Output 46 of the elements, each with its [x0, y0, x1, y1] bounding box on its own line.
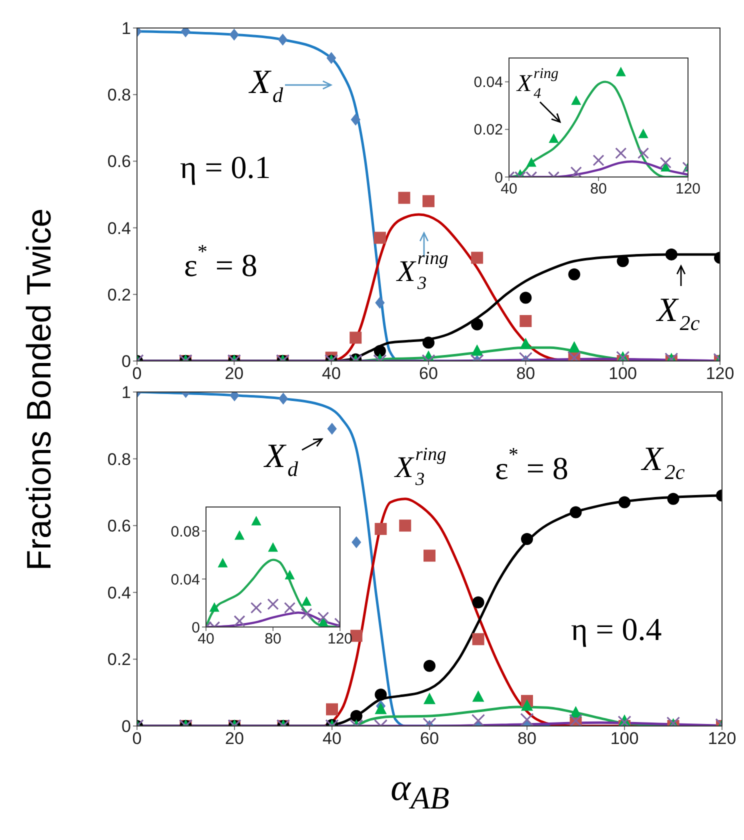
- y-tick-label: 1: [122, 383, 131, 402]
- x-tick-label: 80: [518, 729, 536, 748]
- annotation: η = 0.1: [180, 149, 271, 185]
- y-tick-label: 0.8: [107, 450, 131, 469]
- annotation: ε$^{*}$ = 8: [495, 444, 568, 486]
- x-axis-title: α$_{AB}$: [390, 766, 450, 817]
- x-tick-label: 40: [198, 630, 214, 648]
- annotation: X$_{2c}$: [640, 441, 686, 484]
- y-tick-label: 0.02: [474, 122, 503, 139]
- y-tick-label: 0.4: [107, 583, 131, 602]
- y-tick-label: 0: [122, 717, 131, 736]
- x-tick-label: 120: [675, 180, 701, 198]
- x-tick-label: 80: [590, 180, 607, 198]
- y-tick-label: 0.6: [107, 152, 131, 172]
- y-tick-label: 0.04: [170, 571, 200, 588]
- y-tick-label: 0: [494, 169, 503, 186]
- y-tick-label: 0: [192, 619, 200, 636]
- x-tick-label: 40: [322, 364, 341, 384]
- x-tick-label: 120: [327, 630, 353, 648]
- y-tick-label: 0.2: [107, 285, 131, 304]
- y-tick-label: 1: [122, 19, 131, 38]
- x-tick-label: 80: [264, 630, 282, 648]
- y-tick-label: 0.08: [170, 523, 200, 540]
- y-tick-label: 0.4: [107, 218, 131, 238]
- annotation: X$_{2c}$: [655, 292, 700, 336]
- x-tick-label: 60: [419, 364, 438, 384]
- annotation: X$_{d}$: [248, 64, 284, 108]
- x-tick-label: 100: [608, 364, 638, 384]
- x-tick-label: 100: [610, 729, 639, 748]
- y-tick-label: 0.2: [107, 650, 131, 670]
- x-tick-label: 20: [225, 729, 244, 748]
- y-tick-label: 0.04: [474, 74, 503, 92]
- x-tick-label: 40: [322, 729, 342, 748]
- y-axis-title: Fractions Bonded Twice: [20, 207, 60, 573]
- x-tick-label: 20: [224, 364, 244, 384]
- annotation: η = 0.4: [571, 611, 662, 647]
- y-tick-label: 0.6: [107, 516, 131, 536]
- x-tick-label: 120: [708, 729, 736, 748]
- annotation: X$_{d}$: [262, 438, 298, 482]
- annotation: ε$^{*}$ = 8: [184, 241, 258, 283]
- x-tick-label: 80: [516, 364, 536, 384]
- x-tick-label: 60: [420, 729, 439, 748]
- y-tick-label: 0: [122, 352, 131, 372]
- x-tick-label: 40: [500, 180, 518, 198]
- y-tick-label: 0.8: [107, 86, 131, 105]
- x-tick-label: 120: [706, 364, 734, 384]
